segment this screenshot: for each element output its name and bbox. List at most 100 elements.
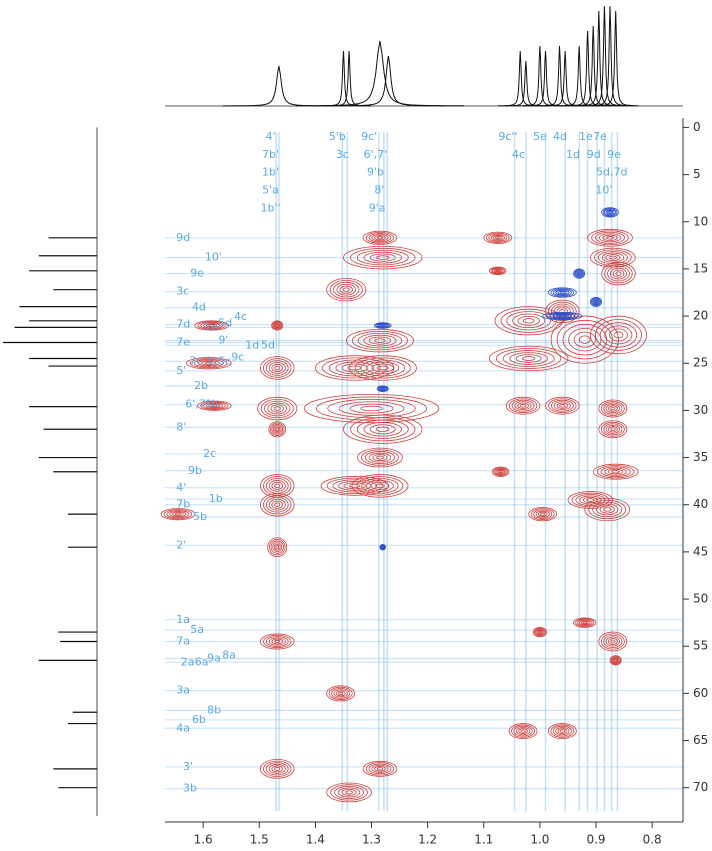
cross-peak-contour <box>379 543 386 551</box>
cross-peak-contour <box>374 338 386 343</box>
cross-peak-contour <box>508 398 538 414</box>
cross-peak-contour <box>263 358 292 378</box>
cross-peak-contour <box>495 236 501 240</box>
f1-label: 9c <box>231 351 244 364</box>
y-tick-label: 65 <box>693 733 708 747</box>
cross-peak-contour <box>594 300 598 304</box>
cross-peak-contour <box>273 543 281 551</box>
cross-peak-contour <box>573 268 586 279</box>
cross-peak-contour <box>360 405 383 412</box>
cross-peak-contour <box>602 208 618 217</box>
cross-peak-contour <box>371 234 389 242</box>
cross-peak-contour <box>194 320 229 331</box>
cross-peak-contour <box>268 763 286 774</box>
cross-peak-contour <box>379 386 386 391</box>
cross-peak-contour <box>603 634 623 649</box>
cross-peak-contour <box>271 765 284 773</box>
y-tick-label: 60 <box>693 686 708 700</box>
f1-label: 4d <box>192 301 206 314</box>
cross-peak-contour <box>607 638 618 645</box>
x-tick-label: 1.5 <box>250 833 269 847</box>
f1-label: 6',7' <box>185 398 209 411</box>
f2-projection-peak <box>326 50 372 107</box>
cross-peak-contour <box>609 328 628 342</box>
cross-peak-contour <box>483 231 513 244</box>
cross-peak-contour <box>363 334 397 347</box>
cross-peak-contour <box>613 331 624 339</box>
cross-peak-contour <box>575 618 595 627</box>
cross-peak-contour <box>488 266 507 275</box>
x-tick-label: 0.9 <box>586 833 605 847</box>
cross-peak-contour <box>375 322 391 329</box>
cross-peak-contour <box>490 234 505 241</box>
cross-peak-contour <box>513 725 533 737</box>
cross-peak-contour <box>515 727 531 736</box>
cross-peak-contour <box>530 508 555 520</box>
f1-label: 2a <box>181 655 195 668</box>
cross-peak-contour <box>163 509 193 520</box>
cross-peak-contour <box>185 357 232 370</box>
cross-peak-contour <box>552 289 572 296</box>
cross-peak-contour <box>553 401 571 411</box>
cross-peak-contour <box>327 398 416 419</box>
cross-peak-contour <box>603 402 623 415</box>
cross-peak-contour <box>274 502 281 507</box>
cross-peak-contour <box>611 656 620 664</box>
cross-peak-contour <box>549 313 576 319</box>
cross-peak-contour <box>364 451 395 465</box>
x-tick-label: 1.3 <box>362 833 381 847</box>
cross-peak-contour <box>381 387 385 390</box>
f2-label: 7e <box>593 130 607 143</box>
y-tick-label: 10 <box>693 214 708 228</box>
cross-peak-contour <box>272 321 283 330</box>
cross-peak-contour <box>373 322 392 329</box>
cross-peak-contour <box>559 403 566 408</box>
cross-peak-contour <box>604 208 616 216</box>
cross-peak-contour <box>345 790 354 795</box>
f2-label: 5'b <box>329 130 346 143</box>
cross-peak-contour <box>609 655 622 666</box>
y-tick-label: 25 <box>693 356 708 370</box>
cross-peak-contour <box>370 481 390 490</box>
f1-label: 7d <box>176 318 190 331</box>
cross-peak-contour <box>608 255 617 260</box>
cross-peak-contour <box>528 507 558 522</box>
cross-peak-contour <box>577 619 593 627</box>
cross-peak-contour <box>264 400 291 417</box>
cross-peak-contour <box>598 399 628 418</box>
cross-peak-contour <box>608 468 624 475</box>
cross-peak-contour <box>598 233 622 243</box>
cross-peak-contour <box>203 402 226 410</box>
cross-peak-contour <box>602 234 618 241</box>
cross-peak-contour <box>380 544 386 550</box>
cross-peak-contour <box>610 656 621 665</box>
cross-peak-contour <box>517 315 540 326</box>
cross-peak-contour <box>205 323 218 328</box>
cross-peak-contour <box>263 476 292 496</box>
f2-label: 9'a <box>369 202 386 215</box>
f1-label: 3a <box>176 684 190 697</box>
cross-peak-contour <box>333 281 360 298</box>
f1-label: 9a <box>207 651 221 664</box>
cross-peak-contour <box>587 228 633 247</box>
f1-label: 4a <box>176 721 190 734</box>
cross-peak-contour <box>273 406 281 411</box>
f2-label: 9e <box>607 148 621 161</box>
cross-peak-contour <box>376 426 390 432</box>
cross-peak-contour <box>275 427 279 431</box>
cross-peak-contour <box>508 723 538 740</box>
f2-projection-peak <box>537 45 583 107</box>
y-tick-label: 20 <box>693 309 708 323</box>
cross-peak-contour <box>605 636 620 647</box>
cross-peak-contour <box>614 659 617 662</box>
cross-peak-contour <box>275 324 279 327</box>
cross-peak-contour <box>265 360 289 376</box>
cross-peak-contour <box>596 503 619 516</box>
cross-peak-contour <box>260 398 294 419</box>
cross-peak-contour <box>536 629 544 635</box>
f2-label: 7b' <box>262 148 279 161</box>
cross-peak-contour <box>538 630 542 634</box>
cross-peak-contour <box>271 481 284 490</box>
cross-peak-contour <box>532 626 548 638</box>
cross-peak-contour <box>512 313 546 328</box>
